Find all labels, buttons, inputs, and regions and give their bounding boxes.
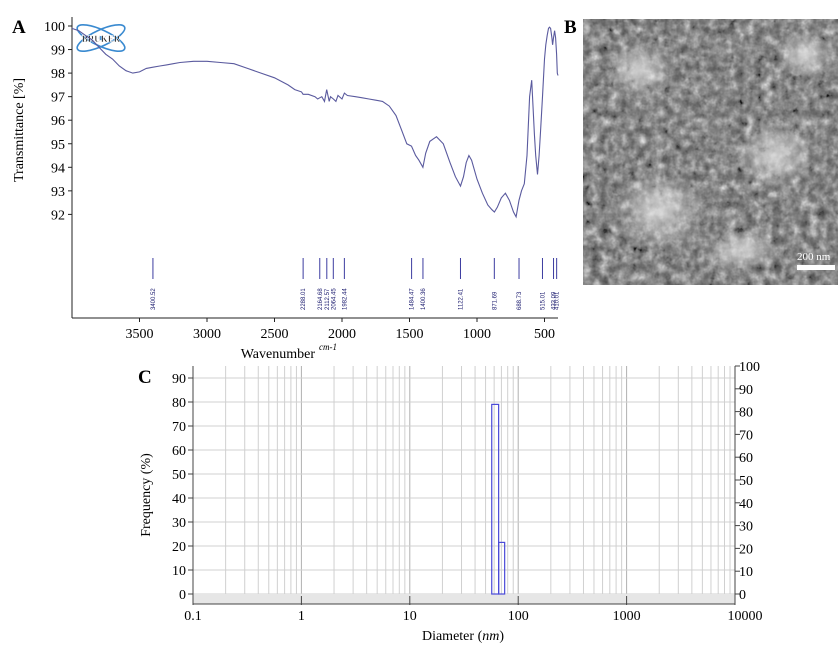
dls-y-tick-left-label: 70	[172, 420, 186, 435]
dls-y-ticks-right: 0 10 20 30 40 50 60 70 80 90 100	[735, 360, 760, 603]
panel-a: A BRUKER 92 93 94 95 96 97 98 99 100 3500 3000 250…	[12, 17, 561, 362]
ftir-x-axis-label: Wavenumber	[241, 347, 316, 362]
sem-particle-cluster	[775, 30, 835, 80]
ftir-y-tick-label: 97	[51, 91, 65, 106]
dls-y-tick-left-label: 30	[172, 516, 186, 531]
ftir-peak-label: 1982.44	[342, 288, 348, 310]
ftir-peak-label: 2164.68	[318, 288, 324, 310]
dls-histogram-bar	[498, 541, 506, 595]
ftir-peak-markers: 3400.52 2288.01 2164.68 2112.57 2064.45 1982.…	[151, 258, 561, 310]
panel-label-b: B	[564, 17, 577, 38]
ftir-x-axis-unit: cm-1	[319, 342, 337, 352]
ftir-x-tick-label: 1500	[396, 327, 424, 342]
dls-y-tick-right-label: 10	[739, 565, 753, 580]
bruker-logo-atom	[98, 35, 104, 41]
ftir-y-tick-label: 98	[51, 67, 65, 82]
dls-x-axis-unit: nm	[482, 629, 499, 644]
ftir-peak-label: 688.73	[517, 291, 523, 310]
dls-x-tick-label: 0.1	[184, 609, 202, 624]
dls-histogram-bar	[491, 403, 500, 595]
ftir-x-ticks: 3500 3000 2500 2000 1500 1000 500	[126, 318, 555, 342]
ftir-peak-label: 2064.45	[331, 288, 337, 310]
dls-x-tick-label: 100	[508, 609, 529, 624]
dls-histogram	[491, 403, 506, 595]
dls-y-tick-right-label: 60	[739, 451, 753, 466]
panel-c: C 0 10 20 30 40 50 60 70 80 90 0 10 20 30 40 50 60 70 80 9…	[138, 360, 763, 644]
dls-y-tick-right-label: 0	[739, 588, 746, 603]
ftir-peak-label: 1400.36	[421, 288, 427, 310]
sem-image	[583, 19, 838, 285]
sem-particle-cluster	[605, 42, 675, 98]
panel-label-c: C	[138, 367, 152, 388]
ftir-peak-label: 433.09	[552, 291, 558, 310]
dls-y-tick-right-label: 40	[739, 497, 753, 512]
ftir-peak-label: 410.01	[555, 291, 561, 310]
bruker-logo-text: BRUKER	[82, 34, 121, 44]
dls-y-tick-right-label: 90	[739, 383, 753, 398]
dls-y-tick-right-label: 30	[739, 520, 753, 535]
ftir-peak-label: 515.01	[540, 291, 546, 310]
ftir-x-tick-label: 1000	[463, 327, 491, 342]
ftir-y-axis-label: Transmittance [%]	[12, 78, 27, 182]
ftir-plot-frame	[71, 17, 558, 319]
dls-y-tick-left-label: 50	[172, 468, 186, 483]
ftir-y-tick-label: 92	[51, 208, 65, 223]
dls-axes	[192, 366, 736, 605]
dls-y-tick-left-label: 80	[172, 396, 186, 411]
ftir-y-tick-label: 100	[44, 20, 65, 35]
ftir-peak-label: 2112.57	[325, 288, 331, 310]
dls-y-tick-left-label: 90	[172, 372, 186, 387]
ftir-x-tick-label: 3000	[193, 327, 221, 342]
ftir-spectrum-line	[71, 26, 559, 219]
ftir-peak-label: 1122.41	[458, 288, 464, 310]
ftir-y-tick-label: 95	[51, 138, 65, 153]
ftir-x-tick-label: 500	[534, 327, 555, 342]
dls-y-tick-left-label: 0	[179, 588, 186, 603]
dls-x-axis-label: Diameter (nm)	[422, 629, 504, 644]
ftir-peak-label: 871.69	[492, 291, 498, 310]
ftir-y-tick-label: 93	[51, 185, 65, 200]
sem-particle-cluster	[735, 120, 815, 190]
bruker-logo: BRUKER	[76, 24, 126, 52]
bruker-logo-orbit	[76, 24, 126, 52]
ftir-peak-label: 3400.52	[151, 288, 157, 310]
dls-y-tick-right-label: 80	[739, 406, 753, 421]
sem-scale-bar-label: 200 nm	[797, 251, 831, 263]
ftir-y-tick-label: 99	[51, 44, 65, 59]
dls-y-axis-label: Frequency (%)	[139, 453, 154, 537]
sem-particle-cluster	[702, 228, 778, 272]
ftir-peak-label: 2288.01	[301, 288, 307, 310]
ftir-x-axis-label-name: Wavenumber	[241, 347, 316, 362]
sem-scale-bar	[797, 265, 835, 270]
dls-baseline-band	[193, 594, 735, 604]
dls-x-tick-label: 10	[403, 609, 417, 624]
ftir-x-tick-label: 3500	[126, 327, 154, 342]
dls-y-tick-left-label: 20	[172, 540, 186, 555]
dls-y-tick-left-label: 40	[172, 492, 186, 507]
sem-particle-cluster	[615, 170, 705, 250]
dls-x-ticks: 0.1 1 10 100 1000 10000	[184, 596, 763, 624]
dls-x-tick-label: 1	[298, 609, 305, 624]
ftir-x-tick-label: 2500	[261, 327, 289, 342]
dls-y-tick-left-label: 60	[172, 444, 186, 459]
ftir-y-tick-label: 96	[51, 114, 65, 129]
dls-y-tick-right-label: 20	[739, 542, 753, 557]
panel-label-a: A	[12, 17, 26, 38]
dls-x-tick-label: 10000	[728, 609, 763, 624]
dls-gridlines	[192, 366, 735, 603]
dls-y-tick-right-label: 50	[739, 474, 753, 489]
dls-x-axis-label-name: Diameter	[422, 629, 474, 644]
dls-y-ticks-left: 0 10 20 30 40 50 60 70 80 90	[172, 372, 193, 603]
ftir-y-tick-label: 94	[51, 161, 65, 176]
dls-x-tick-label: 1000	[613, 609, 641, 624]
ftir-peak-label: 1484.47	[410, 288, 416, 310]
panel-b: B 200	[564, 17, 838, 285]
dls-plot-area	[193, 366, 735, 594]
ftir-x-tick-label: 2000	[328, 327, 356, 342]
dls-y-tick-right-label: 100	[739, 360, 760, 375]
ftir-y-ticks: 92 93 94 95 96 97 98 99 100	[44, 20, 72, 223]
dls-y-tick-left-label: 10	[172, 564, 186, 579]
dls-y-tick-right-label: 70	[739, 428, 753, 443]
